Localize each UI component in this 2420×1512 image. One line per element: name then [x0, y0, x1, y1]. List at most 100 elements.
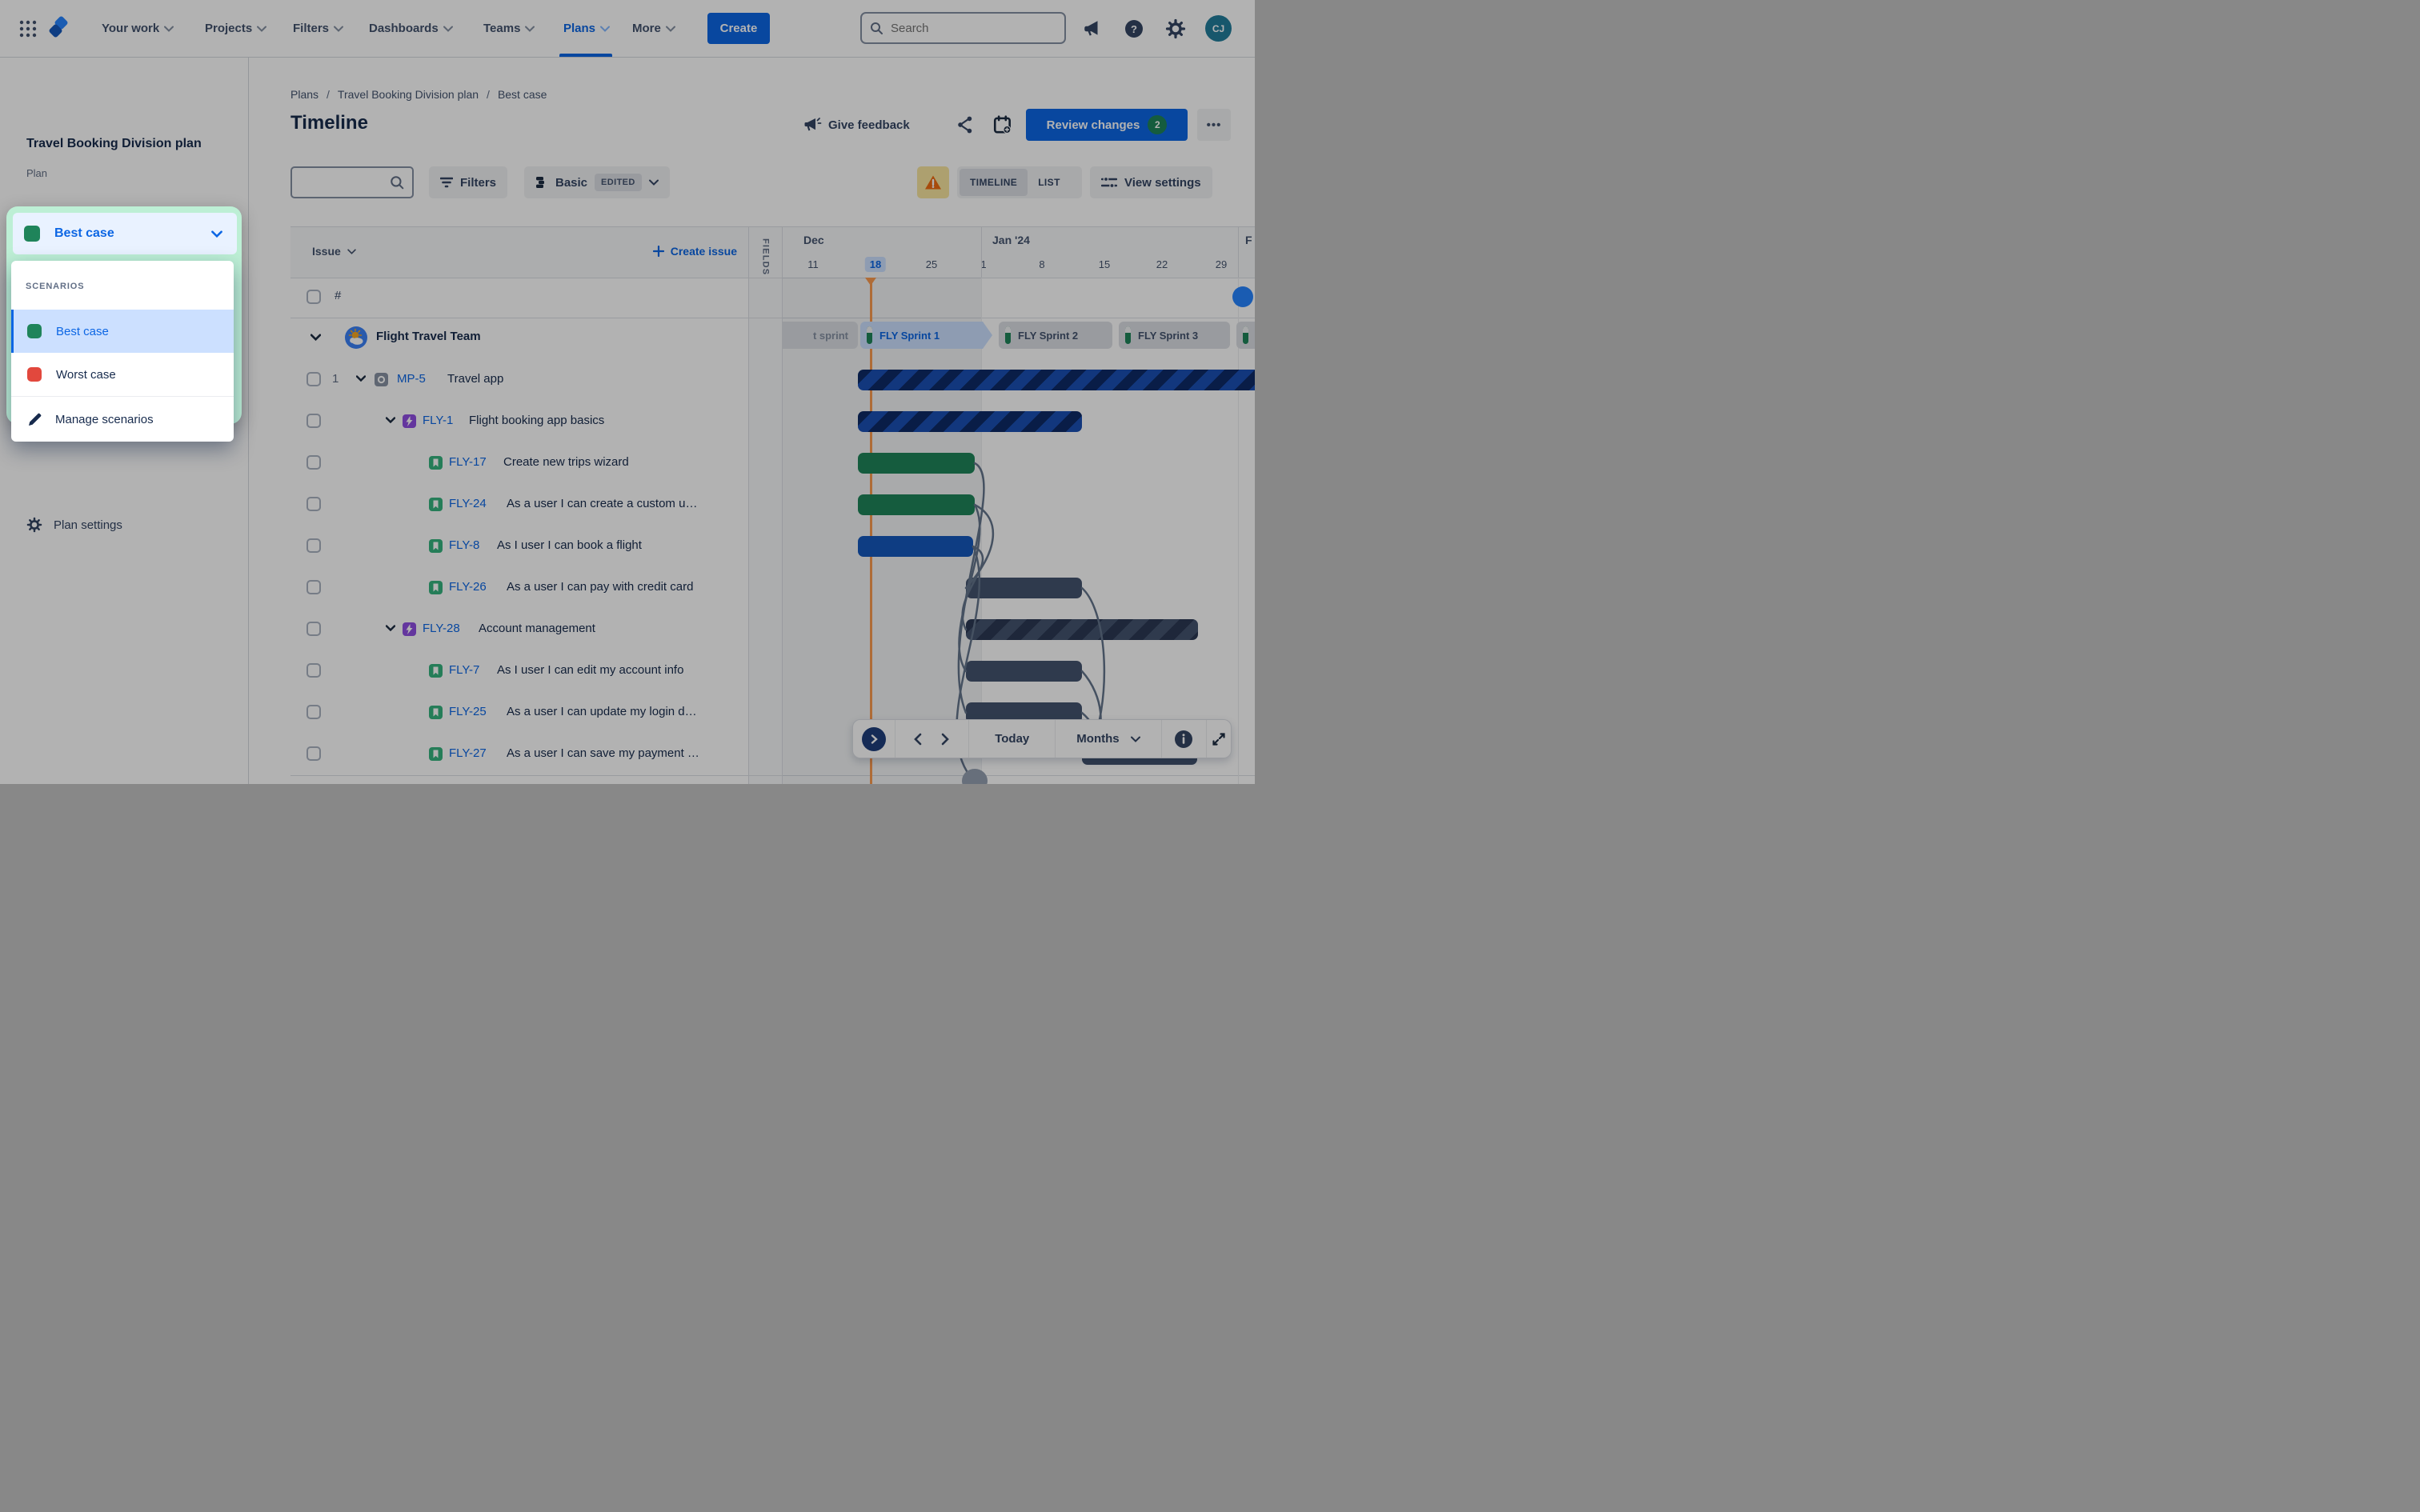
- breadcrumb-scenario[interactable]: Best case: [497, 88, 547, 101]
- nav-active-underline: [559, 54, 612, 57]
- scenario-color-swatch: [27, 367, 42, 382]
- issue-key-link[interactable]: MP-5: [397, 372, 426, 386]
- row-checkbox[interactable]: [307, 746, 321, 761]
- issue-key-link[interactable]: FLY-28: [423, 622, 460, 635]
- expand-chevron[interactable]: [356, 375, 366, 382]
- settings-gear-icon[interactable]: [1165, 18, 1186, 39]
- nav-more[interactable]: More: [632, 0, 675, 57]
- scenario-option-worst-case[interactable]: Worst case: [11, 353, 234, 396]
- issue-key-link[interactable]: FLY-24: [449, 497, 487, 510]
- nav-projects[interactable]: Projects: [205, 0, 267, 57]
- global-search-input[interactable]: [889, 20, 1028, 36]
- gantt-bar-fly-17[interactable]: [858, 453, 975, 474]
- more-actions-button[interactable]: •••: [1197, 109, 1231, 141]
- scenario-switcher-trigger[interactable]: Best case: [13, 213, 237, 254]
- sprint-status-capsule: [867, 326, 872, 344]
- toggle-timeline[interactable]: TIMELINE: [960, 169, 1028, 196]
- sprint-pill-fly-sprint-2[interactable]: FLY Sprint 2: [999, 322, 1112, 349]
- issue-key-link[interactable]: FLY-25: [449, 705, 487, 718]
- row-checkbox[interactable]: [307, 497, 321, 511]
- toggle-list[interactable]: LIST: [1028, 169, 1071, 196]
- issue-title: Travel app: [447, 372, 504, 386]
- create-button[interactable]: Create: [707, 13, 770, 44]
- gantt-bar-fly-28[interactable]: [966, 619, 1198, 640]
- row-checkbox[interactable]: [307, 580, 321, 594]
- releases-row: #: [290, 278, 748, 319]
- timeline-search-input[interactable]: [290, 166, 414, 198]
- row-checkbox[interactable]: [307, 414, 321, 428]
- today-button[interactable]: Today: [969, 720, 1056, 758]
- fields-panel-label: FIELDS: [760, 238, 771, 276]
- scroll-left-button[interactable]: [910, 730, 926, 749]
- timeline-month-header: Dec Jan '24 F: [783, 227, 1255, 253]
- breadcrumb-plans[interactable]: Plans: [290, 88, 319, 101]
- view-settings-button[interactable]: View settings: [1090, 166, 1212, 198]
- zoom-level-dropdown[interactable]: Months: [1056, 720, 1162, 758]
- row-checkbox[interactable]: [307, 705, 321, 719]
- calendar-add-icon[interactable]: [992, 114, 1013, 135]
- collapse-team-chevron[interactable]: [311, 334, 321, 341]
- expand-chevron[interactable]: [386, 417, 395, 423]
- create-issue-button[interactable]: Create issue: [652, 245, 737, 258]
- fullscreen-button[interactable]: [1208, 729, 1229, 750]
- issue-key-link[interactable]: FLY-26: [449, 580, 487, 594]
- skip-forward-button[interactable]: [861, 726, 886, 751]
- breadcrumb-plan-name[interactable]: Travel Booking Division plan: [337, 88, 479, 101]
- warning-indicator-button[interactable]: [917, 166, 949, 198]
- view-preset-button[interactable]: Basic EDITED: [524, 166, 670, 198]
- issue-key-link[interactable]: FLY-17: [449, 455, 487, 469]
- gantt-bar-fly-1[interactable]: [858, 411, 1082, 432]
- nav-your-work-label: Your work: [102, 22, 160, 35]
- view-preset-label: Basic: [555, 175, 588, 190]
- fields-panel-tab[interactable]: FIELDS: [748, 227, 783, 784]
- issue-key-link[interactable]: FLY-1: [423, 414, 454, 427]
- sprint-pill-prev[interactable]: t sprint: [783, 322, 858, 349]
- row-checkbox[interactable]: [307, 622, 321, 636]
- give-feedback-button[interactable]: Give feedback: [803, 109, 910, 141]
- announcements-icon[interactable]: [1082, 18, 1103, 39]
- scenario-option-best-case[interactable]: Best case: [11, 310, 234, 353]
- issue-key-link[interactable]: FLY-8: [449, 538, 480, 552]
- nav-teams[interactable]: Teams: [483, 0, 535, 57]
- share-icon[interactable]: [955, 114, 976, 135]
- nav-filters[interactable]: Filters: [293, 0, 344, 57]
- milestone-gray-dot[interactable]: [962, 769, 988, 784]
- gantt-bar-fly-24[interactable]: [858, 494, 975, 515]
- sprint-pill-fly-sprint-4[interactable]: FLY Sp: [1236, 322, 1255, 349]
- story-type-icon: [429, 581, 443, 594]
- team-name[interactable]: Flight Travel Team: [376, 330, 481, 343]
- chevron-down-icon: [257, 26, 267, 32]
- issue-key-link[interactable]: FLY-7: [449, 663, 480, 677]
- gantt-bar-mp-5[interactable]: [858, 370, 1255, 390]
- row-checkbox[interactable]: [307, 372, 321, 386]
- row-checkbox[interactable]: [307, 455, 321, 470]
- info-button[interactable]: [1170, 726, 1197, 753]
- sidebar-item-plan-settings[interactable]: Plan settings: [13, 507, 235, 542]
- issue-column-dropdown[interactable]: Issue: [312, 245, 356, 258]
- issue-key-link[interactable]: FLY-27: [449, 746, 487, 760]
- manage-scenarios-item[interactable]: Manage scenarios: [11, 398, 234, 440]
- sprint-status-capsule: [1243, 326, 1248, 344]
- app-switcher-icon[interactable]: [19, 20, 37, 38]
- review-changes-button[interactable]: Review changes 2: [1026, 109, 1188, 141]
- user-avatar[interactable]: CJ: [1205, 15, 1232, 42]
- row-checkbox[interactable]: [307, 290, 321, 304]
- filters-button[interactable]: Filters: [429, 166, 508, 198]
- sprint-pill-fly-sprint-3[interactable]: FLY Sprint 3: [1119, 322, 1230, 349]
- release-milestone-dot[interactable]: [1232, 286, 1253, 307]
- nav-dashboards[interactable]: Dashboards: [369, 0, 453, 57]
- nav-plans[interactable]: Plans: [563, 0, 611, 57]
- sprint-pill-fly-sprint-1[interactable]: FLY Sprint 1: [860, 322, 992, 349]
- gantt-bar-fly-7[interactable]: [966, 661, 1082, 682]
- gantt-bar-fly-26[interactable]: [966, 578, 1082, 598]
- jira-logo-icon[interactable]: [46, 16, 70, 42]
- scroll-right-button[interactable]: [937, 730, 953, 749]
- nav-your-work[interactable]: Your work: [102, 0, 174, 57]
- row-checkbox[interactable]: [307, 538, 321, 553]
- expand-chevron[interactable]: [386, 625, 395, 631]
- row-checkbox[interactable]: [307, 663, 321, 678]
- help-icon[interactable]: ?: [1124, 18, 1144, 39]
- global-search[interactable]: [860, 12, 1066, 44]
- gantt-bar-fly-8[interactable]: [858, 536, 973, 557]
- top-nav: Your work Projects Filters Dashboards Te…: [0, 0, 1255, 58]
